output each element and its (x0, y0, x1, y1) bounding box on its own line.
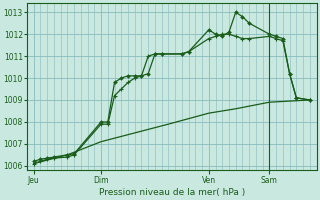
X-axis label: Pression niveau de la mer( hPa ): Pression niveau de la mer( hPa ) (99, 188, 245, 197)
